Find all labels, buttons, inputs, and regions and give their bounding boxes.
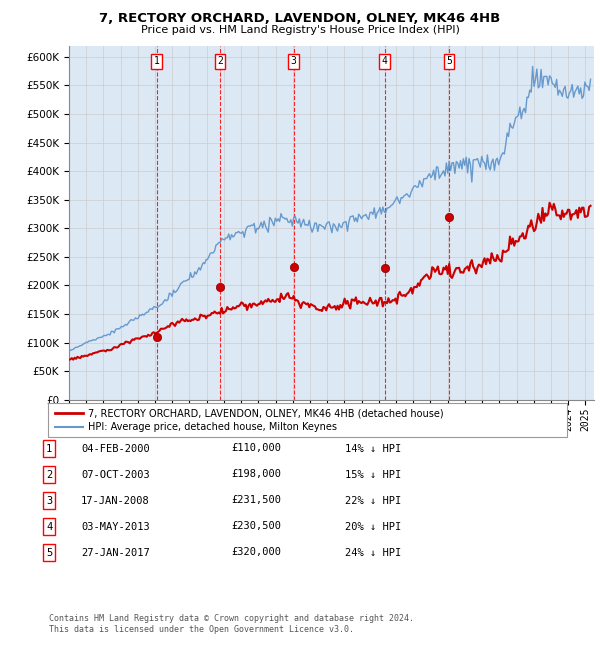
Text: £320,000: £320,000 [231, 547, 281, 558]
Text: 20% ↓ HPI: 20% ↓ HPI [345, 521, 401, 532]
Text: 14% ↓ HPI: 14% ↓ HPI [345, 443, 401, 454]
Text: 03-MAY-2013: 03-MAY-2013 [81, 521, 150, 532]
Text: 4: 4 [382, 57, 388, 66]
Text: 2: 2 [46, 469, 52, 480]
Text: 7, RECTORY ORCHARD, LAVENDON, OLNEY, MK46 4HB (detached house): 7, RECTORY ORCHARD, LAVENDON, OLNEY, MK4… [88, 408, 443, 418]
Text: 27-JAN-2017: 27-JAN-2017 [81, 547, 150, 558]
Text: HPI: Average price, detached house, Milton Keynes: HPI: Average price, detached house, Milt… [88, 422, 337, 432]
Text: 2: 2 [217, 57, 223, 66]
Text: Price paid vs. HM Land Registry's House Price Index (HPI): Price paid vs. HM Land Registry's House … [140, 25, 460, 34]
Text: 17-JAN-2008: 17-JAN-2008 [81, 495, 150, 506]
Text: 4: 4 [46, 521, 52, 532]
Text: 3: 3 [46, 495, 52, 506]
Text: 07-OCT-2003: 07-OCT-2003 [81, 469, 150, 480]
Text: 7, RECTORY ORCHARD, LAVENDON, OLNEY, MK46 4HB: 7, RECTORY ORCHARD, LAVENDON, OLNEY, MK4… [100, 12, 500, 25]
Text: 15% ↓ HPI: 15% ↓ HPI [345, 469, 401, 480]
Text: 1: 1 [46, 443, 52, 454]
Text: £231,500: £231,500 [231, 495, 281, 506]
Text: 3: 3 [290, 57, 296, 66]
Text: 5: 5 [46, 547, 52, 558]
Text: 1: 1 [154, 57, 160, 66]
Text: £230,500: £230,500 [231, 521, 281, 532]
Text: £110,000: £110,000 [231, 443, 281, 454]
Text: 22% ↓ HPI: 22% ↓ HPI [345, 495, 401, 506]
Text: £198,000: £198,000 [231, 469, 281, 480]
Text: 04-FEB-2000: 04-FEB-2000 [81, 443, 150, 454]
Text: Contains HM Land Registry data © Crown copyright and database right 2024.
This d: Contains HM Land Registry data © Crown c… [49, 614, 414, 634]
Text: 24% ↓ HPI: 24% ↓ HPI [345, 547, 401, 558]
Text: 5: 5 [446, 57, 452, 66]
